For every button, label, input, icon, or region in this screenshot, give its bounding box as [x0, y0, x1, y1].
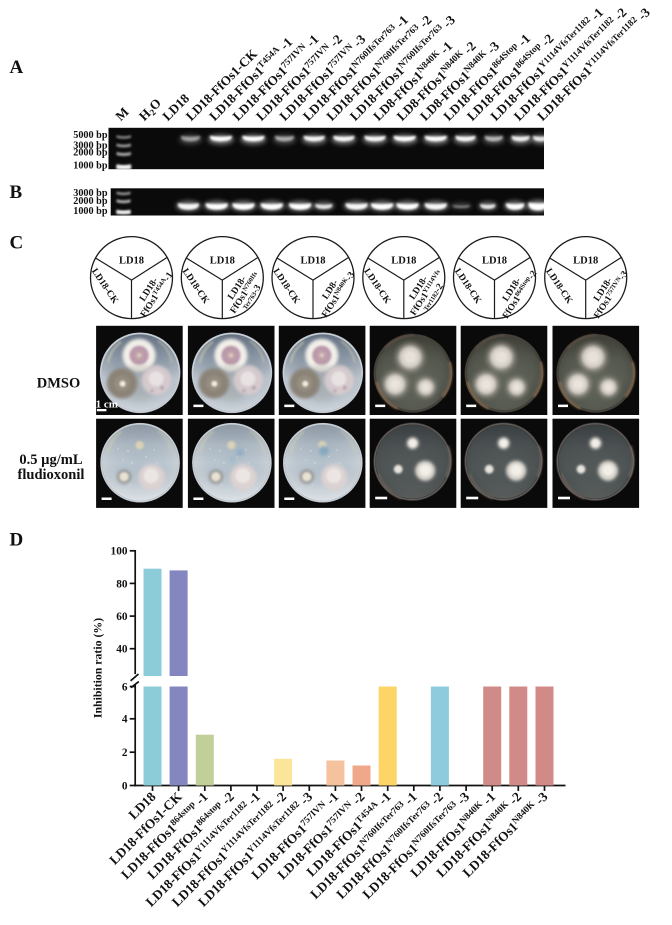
svg-text:B: B — [10, 182, 23, 203]
svg-text:2000 bp: 2000 bp — [73, 196, 108, 207]
svg-text:40: 40 — [116, 644, 128, 656]
svg-text:80: 80 — [116, 578, 128, 590]
svg-text:0.5 µg/mL: 0.5 µg/mL — [19, 452, 82, 468]
svg-text:M: M — [112, 104, 132, 124]
svg-text:fludioxonil: fludioxonil — [18, 467, 85, 483]
svg-text:LD18: LD18 — [482, 256, 507, 267]
svg-text:LD18-CK: LD18-CK — [452, 267, 483, 306]
svg-text:D: D — [10, 530, 24, 551]
svg-text:5000 bp: 5000 bp — [73, 130, 108, 141]
svg-text:4: 4 — [122, 714, 128, 726]
svg-text:0: 0 — [122, 780, 128, 792]
svg-text:1 cm: 1 cm — [96, 398, 118, 410]
svg-text:LD18: LD18 — [573, 256, 598, 267]
svg-text:A: A — [10, 57, 24, 78]
svg-text:H2O: H2O — [136, 95, 165, 124]
svg-text:60: 60 — [116, 611, 128, 623]
svg-text:2: 2 — [122, 747, 128, 759]
svg-text:Inhibition ratio (%): Inhibition ratio (%) — [91, 618, 105, 718]
svg-text:LD18: LD18 — [119, 256, 144, 267]
svg-text:C: C — [10, 233, 24, 254]
svg-text:3000 bp: 3000 bp — [73, 140, 108, 151]
svg-text:6: 6 — [122, 681, 128, 693]
svg-text:1000 bp: 1000 bp — [73, 160, 108, 171]
svg-text:1000 bp: 1000 bp — [73, 206, 108, 217]
svg-text:100: 100 — [111, 546, 128, 558]
svg-text:LD18: LD18 — [210, 256, 235, 267]
svg-text:3000 bp: 3000 bp — [73, 188, 108, 199]
svg-text:LD18-CK: LD18-CK — [361, 267, 392, 306]
svg-text:LD18-CK: LD18-CK — [270, 267, 301, 306]
svg-text:LD18-CK: LD18-CK — [89, 267, 120, 306]
svg-text:2000 bp: 2000 bp — [73, 148, 108, 159]
svg-text:DMSO: DMSO — [37, 376, 81, 392]
svg-text:LD18-FfOs1Y1114VfsTer1182 -2: LD18-FfOs1Y1114VfsTer1182 -2 — [510, 4, 630, 124]
svg-text:LD18: LD18 — [391, 256, 416, 267]
svg-text:LD18: LD18 — [300, 256, 325, 267]
svg-text:LD18-CK: LD18-CK — [543, 267, 574, 306]
svg-text:LD18-CK: LD18-CK — [180, 267, 211, 306]
